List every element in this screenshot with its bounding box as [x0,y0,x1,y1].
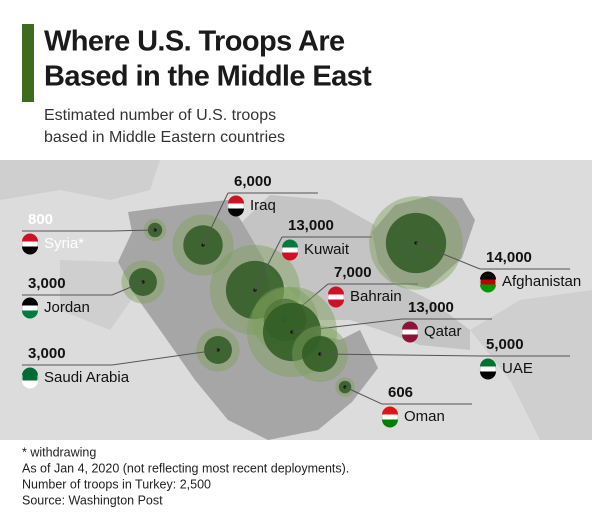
map [0,160,592,440]
flag [22,246,38,255]
country-name: Saudi Arabia [44,369,130,386]
land [242,195,470,350]
flag [228,195,244,204]
flag [22,367,38,376]
title-accent [22,24,34,102]
country-name: Qatar [424,323,462,340]
flag [402,334,418,343]
flag [480,284,496,293]
leader-line [291,318,403,333]
flag [228,208,244,217]
leader-line [415,242,481,270]
flag [22,297,38,306]
leader-line [319,353,481,357]
flag [282,239,298,248]
flag [22,310,38,319]
country-name: Kuwait [304,241,350,258]
flag [480,271,496,280]
leader-line [111,229,156,232]
leader-line [202,192,229,246]
country-name: Syria* [44,235,84,252]
note: Source: Washington Post [22,493,163,507]
value-label: 14,000 [486,249,532,266]
note: As of Jan 4, 2020 (not reflecting most r… [22,461,349,475]
value-label: 13,000 [408,299,454,316]
flag [402,321,418,330]
land [0,160,160,200]
flag [328,286,344,295]
leader-line [254,236,283,291]
flag [22,380,38,389]
country-name: Jordan [44,299,90,316]
value-label: 7,000 [334,264,372,281]
value-label: 606 [388,384,413,401]
land [118,200,378,440]
country-name: Oman [404,408,445,425]
country-name: Iraq [250,197,276,214]
flag [382,419,398,428]
flag [480,371,496,380]
land [470,290,592,440]
leader-line [111,349,219,366]
value-label: 800 [28,211,53,228]
value-label: 6,000 [234,173,272,190]
title-line: Where U.S. Troops Are [44,26,345,58]
title-line: Based in the Middle East [44,61,372,93]
flag [22,233,38,242]
flag [382,406,398,415]
country-name: Afghanistan [502,273,581,290]
note: * withdrawing [22,445,96,459]
leader-line [344,386,383,405]
subtitle-line: based in Middle Eastern countries [44,129,285,146]
value-label: 3,000 [28,345,66,362]
note: Number of troops in Turkey: 2,500 [22,477,211,491]
value-label: 13,000 [288,217,334,234]
subtitle-line: Estimated number of U.S. troops [44,107,276,124]
value-label: 5,000 [486,336,524,353]
country-name: UAE [502,360,533,377]
leader-line [111,281,144,296]
country-name: Bahrain [350,288,402,305]
flag [328,299,344,308]
flag [480,358,496,367]
flag [282,252,298,261]
value-label: 3,000 [28,275,66,292]
